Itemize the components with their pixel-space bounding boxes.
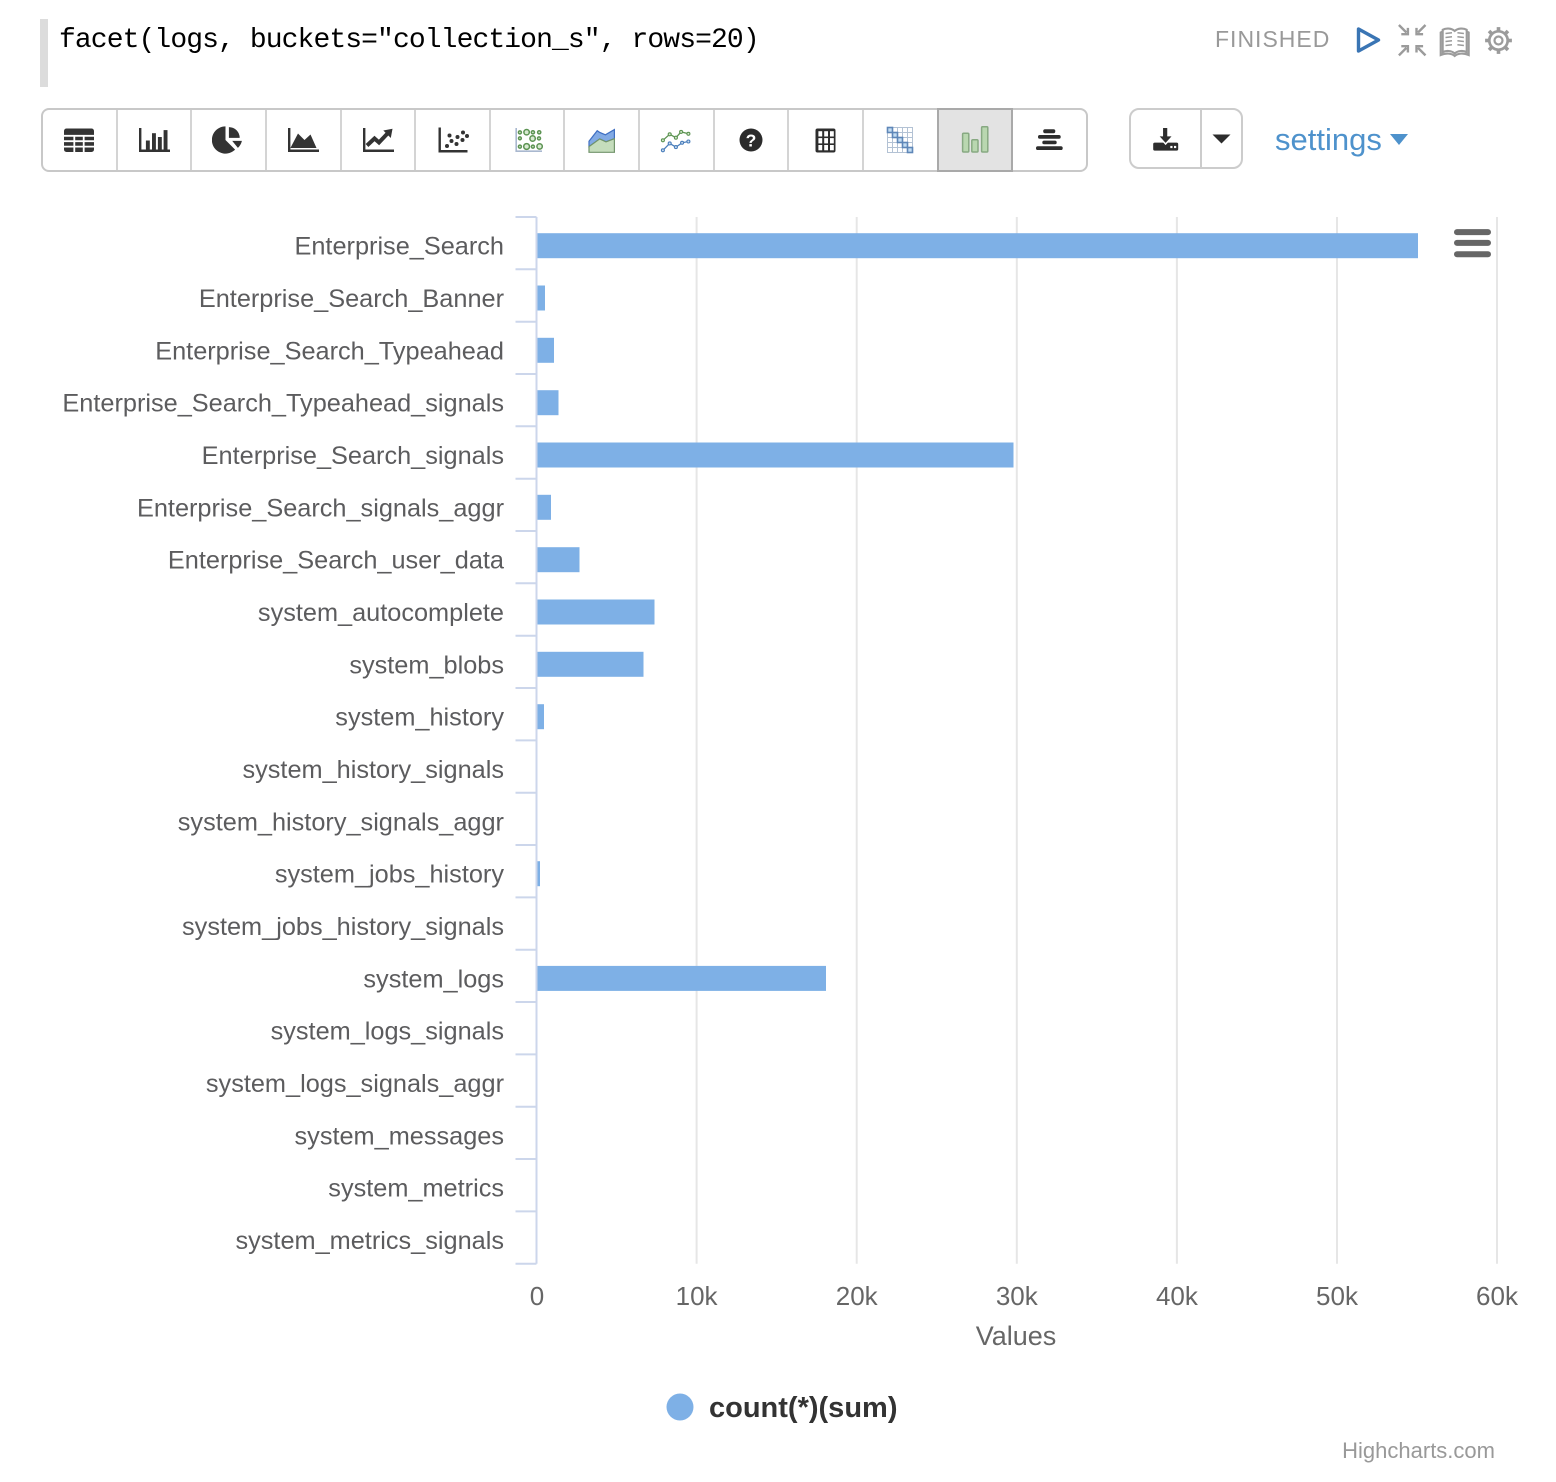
svg-text:system_history_signals: system_history_signals [242,756,504,784]
svg-text:30k: 30k [996,1281,1039,1311]
svg-text:Highcharts.com: Highcharts.com [1342,1438,1495,1463]
svg-text:system_logs_signals_aggr: system_logs_signals_aggr [206,1070,504,1098]
svg-text:Enterprise_Search_user_data: Enterprise_Search_user_data [168,547,505,575]
svg-text:system_blobs: system_blobs [349,651,504,679]
svg-text:system_history: system_history [335,704,504,732]
svg-text:system_jobs_history: system_jobs_history [275,861,505,889]
svg-text:count(*)(sum): count(*)(sum) [709,1392,897,1424]
svg-text:Enterprise_Search_Typeahead: Enterprise_Search_Typeahead [155,337,504,365]
svg-text:10k: 10k [676,1281,719,1311]
svg-text:40k: 40k [1156,1281,1199,1311]
svg-text:system_logs_signals: system_logs_signals [271,1018,504,1046]
svg-text:system_logs: system_logs [363,965,504,993]
svg-text:20k: 20k [836,1281,879,1311]
svg-text:Enterprise_Search_signals_aggr: Enterprise_Search_signals_aggr [137,494,504,522]
svg-text:system_metrics_signals: system_metrics_signals [235,1227,504,1255]
svg-text:Values: Values [976,1321,1057,1351]
svg-text:system_autocomplete: system_autocomplete [258,599,504,627]
svg-text:60k: 60k [1476,1281,1519,1311]
svg-text:system_metrics: system_metrics [328,1175,504,1203]
svg-text:Enterprise_Search_Typeahead_si: Enterprise_Search_Typeahead_signals [62,390,504,418]
svg-text:50k: 50k [1316,1281,1359,1311]
svg-text:system_jobs_history_signals: system_jobs_history_signals [182,913,504,941]
svg-text:system_history_signals_aggr: system_history_signals_aggr [178,808,504,836]
svg-text:Enterprise_Search: Enterprise_Search [294,233,504,261]
svg-text:Enterprise_Search_Banner: Enterprise_Search_Banner [199,285,504,313]
svg-text:?: ? [746,131,757,151]
svg-text:0: 0 [530,1281,544,1311]
svg-text:system_messages: system_messages [295,1122,504,1150]
svg-text:Enterprise_Search_signals: Enterprise_Search_signals [202,442,504,470]
